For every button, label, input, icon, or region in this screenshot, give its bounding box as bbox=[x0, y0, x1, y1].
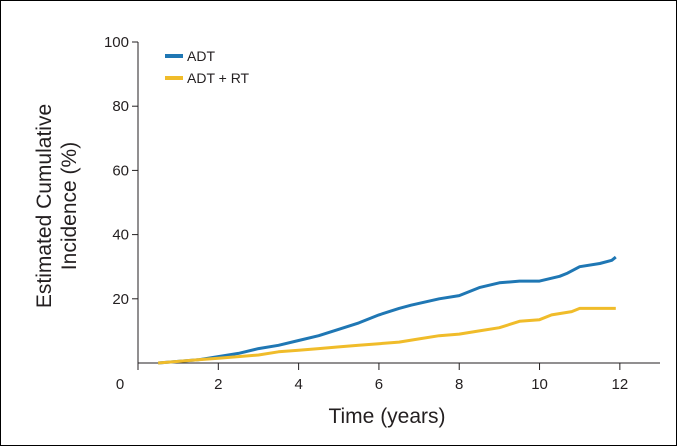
y-tick-label: 20 bbox=[112, 291, 129, 308]
legend-label-adt: ADT bbox=[187, 48, 215, 64]
x-ticks: 0 2 4 6 8 10 12 bbox=[116, 363, 628, 393]
series-line-adt bbox=[157, 255, 617, 365]
y-tick-label: 80 bbox=[112, 98, 129, 115]
series-line-adt-rt bbox=[157, 306, 616, 365]
y-tick-label: 100 bbox=[104, 34, 129, 51]
legend: ADT ADT + RT bbox=[165, 48, 250, 86]
x-tick-label: 0 bbox=[116, 376, 124, 393]
x-tick-label: 6 bbox=[375, 376, 383, 393]
axes bbox=[137, 42, 660, 364]
y-axis-title-line-1: Estimated Cumulative bbox=[33, 104, 56, 308]
y-ticks: 20 40 60 80 100 bbox=[104, 34, 138, 308]
y-tick-label: 60 bbox=[112, 162, 129, 179]
x-tick-label: 8 bbox=[455, 376, 463, 393]
legend-label-adt-rt: ADT + RT bbox=[187, 70, 250, 86]
x-tick-label: 12 bbox=[612, 376, 629, 393]
x-tick-label: 4 bbox=[294, 376, 302, 393]
y-tick-label: 40 bbox=[112, 227, 129, 244]
series-layer bbox=[157, 255, 617, 365]
x-axis-title: Time (years) bbox=[328, 405, 445, 428]
x-tick-label: 2 bbox=[214, 376, 222, 393]
x-tick-label: 10 bbox=[531, 376, 548, 393]
y-axis-title-line-2: Incidence (%) bbox=[58, 142, 81, 270]
